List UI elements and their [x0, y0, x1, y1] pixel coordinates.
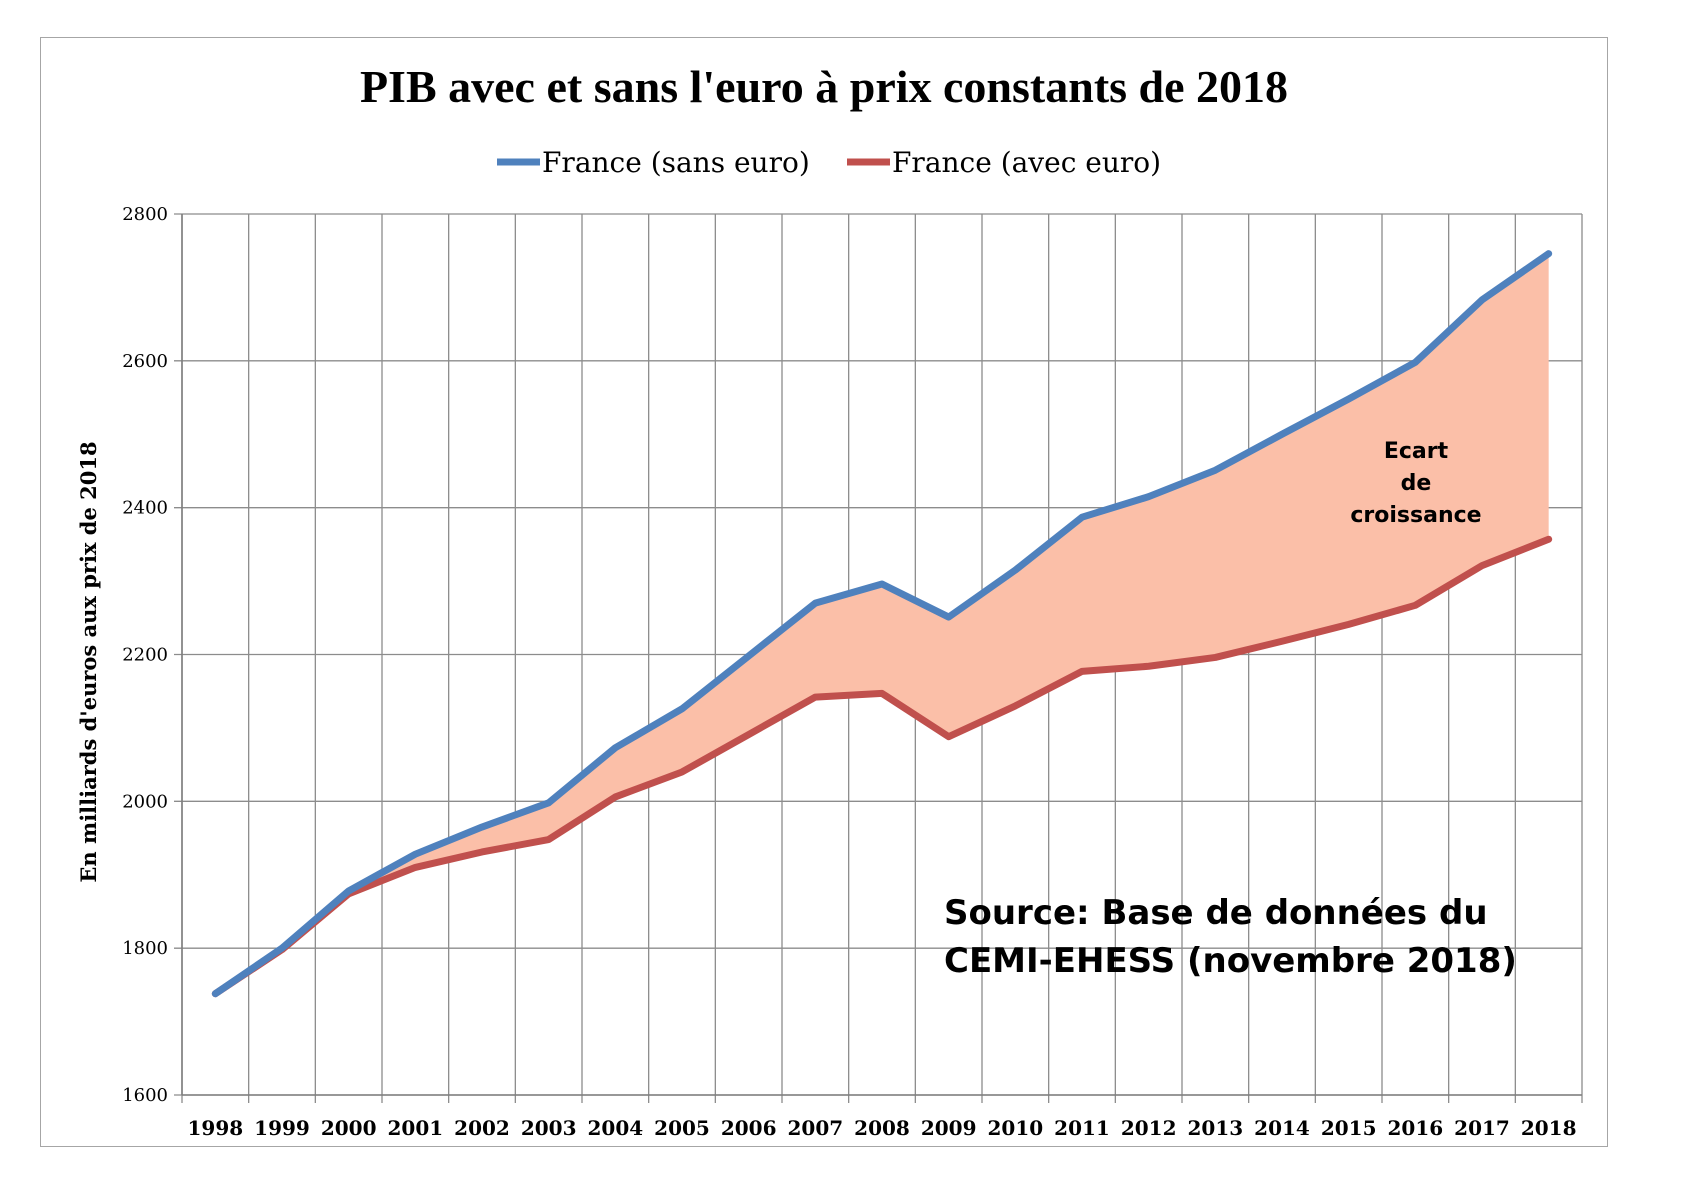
- x-tick-label: 1999: [254, 1116, 310, 1140]
- x-tick-label: 2018: [1521, 1116, 1577, 1140]
- x-tick-label: 2001: [387, 1116, 443, 1140]
- x-tick-label: 2013: [1187, 1116, 1243, 1140]
- gap-area: [215, 253, 1549, 994]
- x-tick-label: 2005: [654, 1116, 710, 1140]
- legend-label-sans-euro: France (sans euro): [542, 146, 810, 179]
- x-tick-label: 2015: [1321, 1116, 1377, 1140]
- annotation-ecart-line-3: croissance: [1350, 503, 1481, 528]
- x-tick-label: 2009: [921, 1116, 977, 1140]
- legend: France (sans euro) France (avec euro): [497, 146, 1161, 179]
- y-tick-label: 2800: [122, 204, 168, 225]
- annotation-source: Source: Base de données du CEMI-EHESS (n…: [944, 893, 1517, 981]
- x-tick-label: 2011: [1054, 1116, 1110, 1140]
- x-tick-label: 2016: [1387, 1116, 1443, 1140]
- x-tick-label: 2003: [521, 1116, 577, 1140]
- source-line-2: CEMI-EHESS (novembre 2018): [944, 941, 1517, 981]
- x-tick-label: 2010: [987, 1116, 1043, 1140]
- annotation-ecart-line-2: de: [1401, 471, 1432, 496]
- x-tick-label: 2007: [787, 1116, 843, 1140]
- series-line-sans-euro: [211, 250, 1553, 998]
- chart-title: PIB avec et sans l'euro à prix constants…: [360, 61, 1288, 112]
- y-tick-label: 2400: [122, 498, 168, 519]
- plot-area: 1600 1800 2000 2200 2400 2600 2800 1998 1999 2000…: [122, 204, 1583, 1140]
- annotation-ecart-line-1: Ecart: [1384, 439, 1449, 464]
- x-tick-label: 2008: [854, 1116, 910, 1140]
- annotation-ecart: Ecart de croissance: [1350, 439, 1481, 528]
- x-tick-label: 2017: [1454, 1116, 1510, 1140]
- series-line-avec-euro: [211, 535, 1553, 998]
- chart-frame: [40, 37, 1608, 1147]
- y-tick-label: 1800: [122, 938, 168, 959]
- y-tick-label: 2200: [122, 645, 168, 666]
- y-tick-label: 1600: [122, 1085, 168, 1106]
- y-tick-label: 2000: [122, 791, 168, 812]
- y-tick-label: 2600: [122, 351, 168, 372]
- x-tick-label: 1998: [187, 1116, 243, 1140]
- x-tick-label: 2002: [454, 1116, 510, 1140]
- x-tick-label: 2000: [321, 1116, 377, 1140]
- x-tick-label: 2014: [1254, 1116, 1310, 1140]
- legend-label-avec-euro: France (avec euro): [892, 146, 1161, 179]
- y-axis-label: En milliards d'euros aux prix de 2018: [76, 441, 101, 882]
- source-line-1: Source: Base de données du: [944, 893, 1488, 933]
- x-tick-label: 2004: [587, 1116, 643, 1140]
- x-tick-label: 2006: [721, 1116, 777, 1140]
- x-tick-label: 2012: [1121, 1116, 1177, 1140]
